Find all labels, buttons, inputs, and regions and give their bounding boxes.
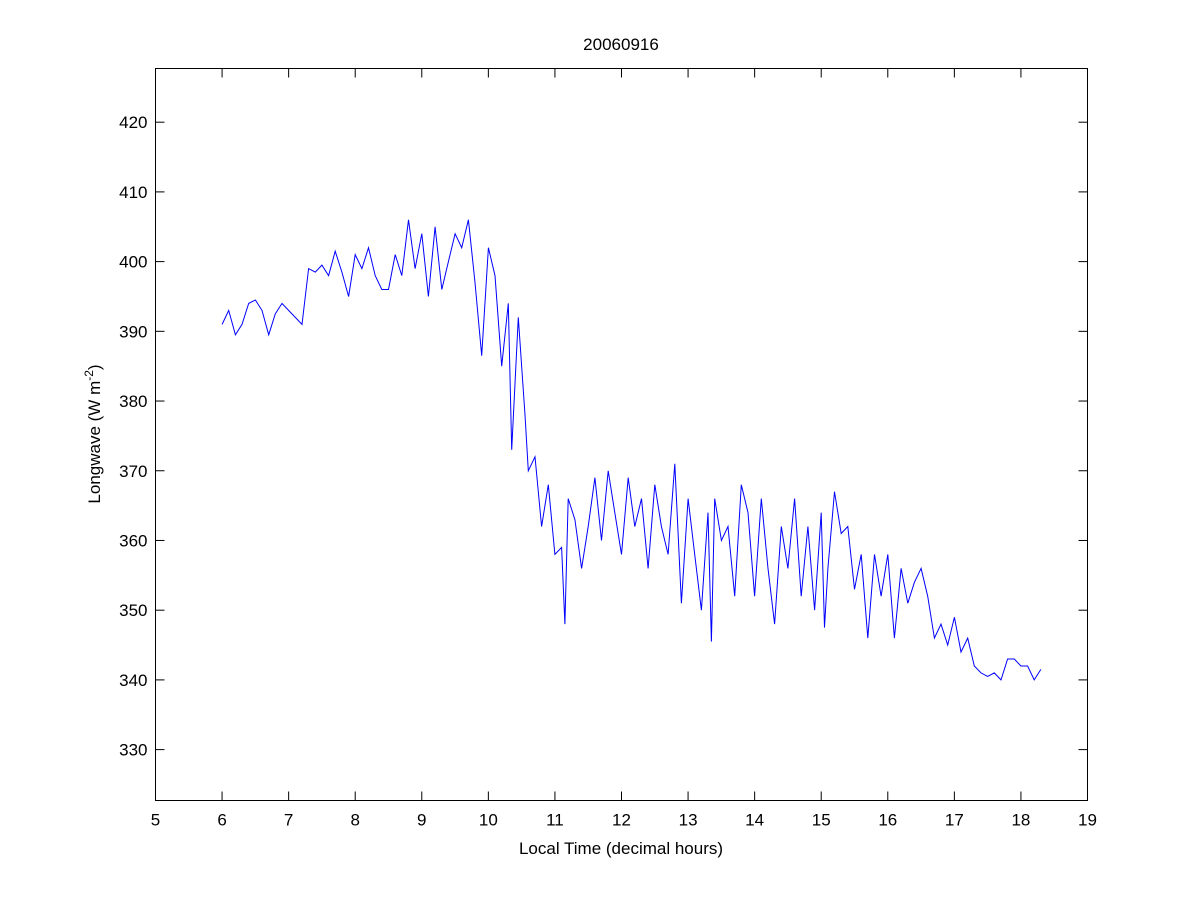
x-tick-label: 11 — [546, 811, 564, 830]
y-axis-label: Longwave (W m-2) — [82, 364, 104, 503]
x-tick-label: 17 — [945, 811, 964, 830]
series-line-longwave — [221, 219, 1042, 681]
y-tick-label: 340 — [119, 671, 147, 690]
x-axis-label: Local Time (decimal hours) — [519, 839, 723, 858]
y-axis-label-end: ) — [85, 364, 104, 370]
y-tick-label: 350 — [119, 601, 147, 620]
x-tick-label: 19 — [1078, 811, 1097, 830]
x-tick-label: 9 — [417, 811, 426, 830]
x-tick-label: 13 — [679, 811, 698, 830]
y-axis-label-exponent: -2 — [82, 370, 96, 381]
y-tick-label: 370 — [119, 462, 147, 481]
y-tick-label: 400 — [119, 253, 147, 272]
x-tick-label: 18 — [1011, 811, 1030, 830]
y-tick-label: 390 — [119, 322, 147, 341]
x-tick-label: 15 — [812, 811, 831, 830]
x-tick-label: 10 — [479, 811, 498, 830]
y-tick-label: 380 — [119, 392, 147, 411]
x-tick-label: 16 — [878, 811, 897, 830]
y-tick-label: 420 — [119, 113, 147, 132]
chart-title: 20060916 — [583, 35, 659, 54]
y-tick-label: 330 — [119, 741, 147, 760]
x-tick-label: 5 — [151, 811, 160, 830]
y-axis-label-base: Longwave (W m — [85, 381, 104, 504]
y-tick-label: 360 — [119, 531, 147, 550]
x-tick-label: 7 — [284, 811, 293, 830]
y-tick-label: 410 — [119, 183, 147, 202]
x-tick-label: 8 — [350, 811, 359, 830]
plot-area-frame — [155, 68, 1088, 801]
x-tick-label: 14 — [745, 811, 764, 830]
x-tick-label: 6 — [217, 811, 226, 830]
x-tick-label: 12 — [612, 811, 631, 830]
